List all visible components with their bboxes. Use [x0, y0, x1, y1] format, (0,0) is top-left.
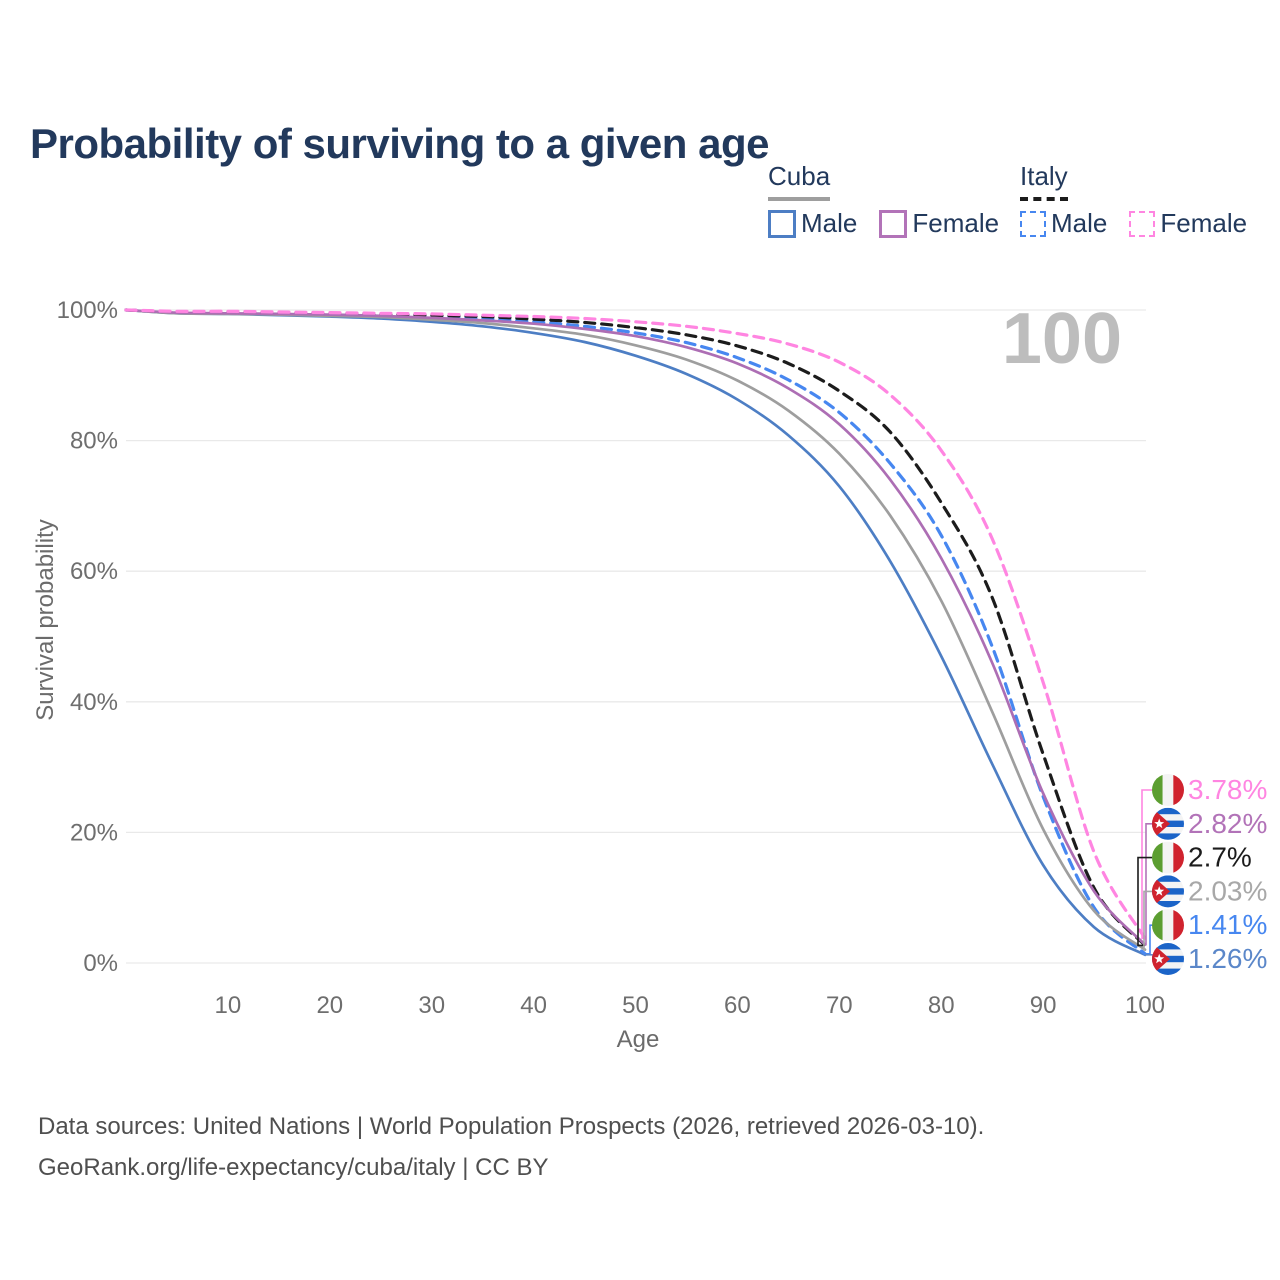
legend-label-cuba-female[interactable]: Female — [912, 208, 1000, 238]
legend-label-cuba-male[interactable]: Male — [801, 208, 858, 238]
end-value-label-cuba-male: 1.26% — [1188, 943, 1267, 974]
x-tick-label: 20 — [316, 992, 343, 1019]
end-label-connector-cuba-female — [1145, 823, 1152, 946]
x-tick-label: 30 — [418, 992, 445, 1019]
curve-italy-both[interactable] — [124, 308, 1147, 947]
end-value-label-cuba-female: 2.82% — [1188, 808, 1267, 839]
end-value-label-italy-male: 1.41% — [1188, 909, 1267, 940]
legend-country-italy[interactable]: Italy — [1020, 161, 1068, 201]
page-title: Probability of surviving to a given age — [30, 120, 769, 168]
y-tick-label: 80% — [70, 428, 118, 455]
age-watermark: 100 — [1001, 299, 1122, 379]
source-line-1: Data sources: United Nations | World Pop… — [38, 1113, 985, 1140]
y-tick-label: 100% — [57, 297, 118, 324]
source-line-2: GeoRank.org/life-expectancy/cuba/italy |… — [38, 1154, 549, 1181]
x-tick-label: 50 — [622, 992, 649, 1019]
italy-flag-icon — [1152, 841, 1184, 874]
legend-label-italy-female[interactable]: Female — [1160, 208, 1248, 238]
end-value-label-italy-female: 3.78% — [1188, 774, 1267, 805]
x-tick-label: 10 — [215, 992, 242, 1019]
legend-label-italy-male[interactable]: Male — [1051, 208, 1108, 238]
x-tick-label: 70 — [826, 992, 853, 1019]
legend-group-cuba: Cuba Male Female — [768, 161, 1021, 239]
y-tick-label: 0% — [83, 950, 118, 977]
end-label-connector-italy-male — [1145, 924, 1152, 955]
source-note: Data sources: United Nations | World Pop… — [38, 1106, 984, 1188]
y-tick-label: 40% — [70, 689, 118, 716]
italy-flag-icon — [1152, 909, 1184, 942]
end-label-connector-italy-both — [1137, 856, 1152, 947]
x-tick-label: 80 — [928, 992, 955, 1019]
cuba-flag-icon — [1152, 943, 1184, 975]
y-tick-label: 20% — [70, 819, 118, 846]
curve-cuba-female[interactable] — [124, 308, 1147, 946]
legend-swatch-cuba-male[interactable] — [768, 209, 796, 238]
curve-italy-female[interactable] — [124, 308, 1147, 940]
x-axis-title: Age — [616, 1026, 660, 1053]
x-tick-label: 90 — [1030, 992, 1057, 1019]
end-value-label-cuba-both: 2.03% — [1188, 875, 1267, 906]
x-tick-label: 100 — [1125, 992, 1165, 1019]
cuba-flag-icon — [1152, 807, 1184, 840]
curve-cuba-male[interactable] — [124, 308, 1147, 957]
x-tick-label: 40 — [520, 992, 547, 1019]
curve-cuba-both[interactable] — [124, 308, 1147, 952]
end-label-connector-cuba-both — [1143, 890, 1152, 951]
legend-group-italy: Italy Male Female — [1020, 161, 1269, 239]
legend-country-cuba[interactable]: Cuba — [768, 161, 831, 201]
cuba-flag-icon — [1152, 875, 1184, 908]
x-tick-label: 60 — [724, 992, 751, 1019]
end-value-label-italy-both: 2.7% — [1188, 842, 1252, 873]
legend-swatch-italy-female[interactable] — [1129, 210, 1156, 237]
italy-flag-icon — [1152, 774, 1184, 806]
y-tick-label: 60% — [70, 558, 118, 585]
end-label-connector-cuba-male — [1145, 954, 1154, 960]
legend-swatch-cuba-female[interactable] — [879, 209, 908, 238]
curve-italy-male[interactable] — [124, 308, 1147, 956]
legend-swatch-italy-male[interactable] — [1020, 210, 1046, 237]
